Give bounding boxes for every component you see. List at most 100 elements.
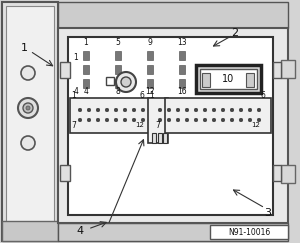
Text: 4: 4 xyxy=(84,87,88,95)
Circle shape xyxy=(230,118,234,122)
Circle shape xyxy=(203,108,207,112)
Text: 5: 5 xyxy=(116,38,120,47)
Text: 3: 3 xyxy=(265,208,272,218)
Circle shape xyxy=(114,118,118,122)
Bar xyxy=(147,79,153,88)
Text: 1: 1 xyxy=(74,53,78,62)
Text: 16: 16 xyxy=(177,87,187,95)
Circle shape xyxy=(132,118,136,122)
Bar xyxy=(148,98,168,143)
Text: 10: 10 xyxy=(222,74,234,84)
Bar xyxy=(152,133,156,143)
Bar xyxy=(70,98,150,133)
Bar xyxy=(273,165,281,181)
Circle shape xyxy=(158,108,162,112)
Text: 1: 1 xyxy=(84,38,88,47)
Text: 6: 6 xyxy=(140,90,144,99)
Text: 12: 12 xyxy=(136,122,144,128)
Bar xyxy=(202,73,210,87)
Bar xyxy=(115,65,121,74)
Bar xyxy=(83,79,89,88)
Circle shape xyxy=(114,108,118,112)
Text: 6: 6 xyxy=(261,90,266,99)
Bar xyxy=(200,69,257,89)
Bar xyxy=(83,65,89,74)
Text: 2: 2 xyxy=(231,28,239,38)
Circle shape xyxy=(248,118,252,122)
Text: 12: 12 xyxy=(145,87,155,95)
Circle shape xyxy=(116,72,136,92)
Text: 9: 9 xyxy=(148,38,152,47)
Circle shape xyxy=(194,118,198,122)
Circle shape xyxy=(158,118,162,122)
Bar xyxy=(6,6,54,237)
Circle shape xyxy=(121,77,131,87)
Circle shape xyxy=(21,136,35,150)
Circle shape xyxy=(26,106,30,110)
Bar xyxy=(281,165,295,183)
Circle shape xyxy=(212,108,216,112)
Bar xyxy=(68,37,273,215)
Bar xyxy=(58,28,288,223)
Circle shape xyxy=(185,118,189,122)
Text: 4: 4 xyxy=(74,87,78,95)
Circle shape xyxy=(96,118,100,122)
Circle shape xyxy=(78,118,82,122)
Circle shape xyxy=(105,108,109,112)
Circle shape xyxy=(23,103,33,113)
Bar xyxy=(2,221,58,241)
Bar xyxy=(115,79,121,88)
Circle shape xyxy=(203,118,207,122)
Text: 1: 1 xyxy=(20,43,28,53)
Text: 8: 8 xyxy=(116,87,120,95)
Text: 7: 7 xyxy=(72,121,76,130)
Circle shape xyxy=(18,98,38,118)
Bar xyxy=(210,225,288,239)
Circle shape xyxy=(123,108,127,112)
Circle shape xyxy=(87,108,91,112)
Bar xyxy=(58,2,288,28)
Circle shape xyxy=(212,118,216,122)
Bar xyxy=(60,62,70,78)
Text: 13: 13 xyxy=(177,38,187,47)
Text: 1: 1 xyxy=(150,90,154,99)
Circle shape xyxy=(221,108,225,112)
Circle shape xyxy=(105,118,109,122)
Circle shape xyxy=(239,118,243,122)
Circle shape xyxy=(239,108,243,112)
Circle shape xyxy=(96,108,100,112)
Circle shape xyxy=(87,118,91,122)
Bar xyxy=(147,65,153,74)
Bar xyxy=(179,51,185,60)
Bar xyxy=(106,77,114,85)
Bar xyxy=(273,62,281,78)
Circle shape xyxy=(176,118,180,122)
Bar xyxy=(179,65,185,74)
Circle shape xyxy=(176,108,180,112)
Bar xyxy=(196,65,261,93)
Bar xyxy=(83,51,89,60)
Bar xyxy=(158,133,162,143)
Circle shape xyxy=(167,108,171,112)
Bar xyxy=(165,98,271,133)
Circle shape xyxy=(78,108,82,112)
Bar xyxy=(2,2,58,241)
Bar xyxy=(163,133,167,143)
Circle shape xyxy=(257,108,261,112)
Text: 12: 12 xyxy=(252,122,260,128)
Bar xyxy=(60,165,70,181)
Bar xyxy=(179,79,185,88)
Circle shape xyxy=(21,66,35,80)
Circle shape xyxy=(194,108,198,112)
Text: 1: 1 xyxy=(72,90,76,99)
Bar xyxy=(281,60,295,78)
Circle shape xyxy=(141,118,145,122)
Circle shape xyxy=(123,118,127,122)
Bar xyxy=(115,51,121,60)
Bar xyxy=(147,51,153,60)
Circle shape xyxy=(185,108,189,112)
Circle shape xyxy=(141,108,145,112)
Circle shape xyxy=(257,118,261,122)
Bar xyxy=(58,223,288,241)
Circle shape xyxy=(132,108,136,112)
